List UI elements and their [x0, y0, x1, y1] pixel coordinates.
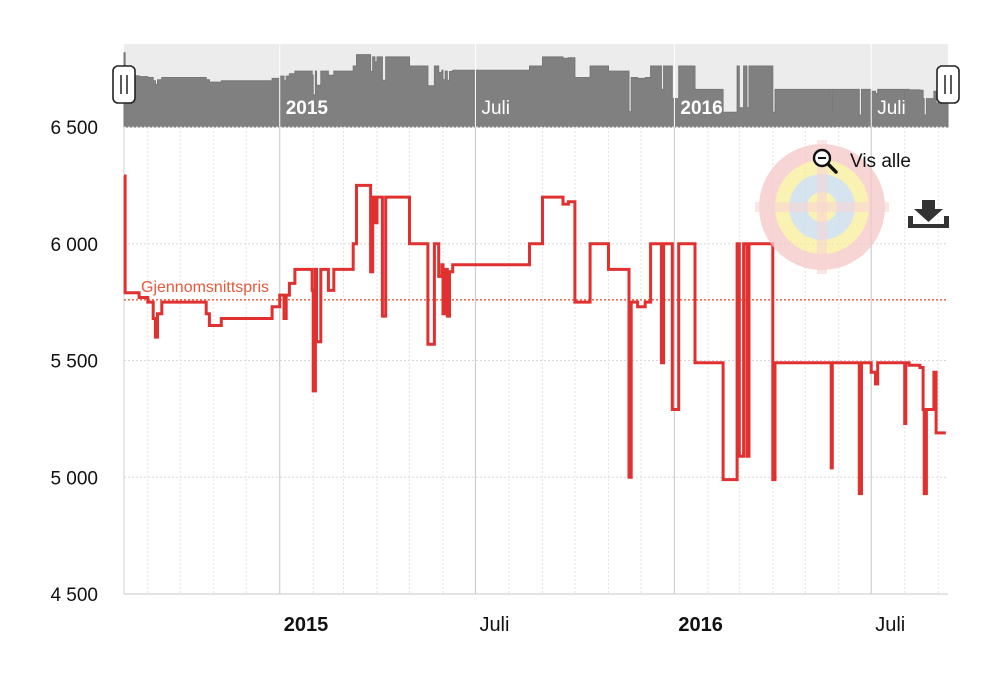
- download-button[interactable]: [908, 200, 949, 228]
- y-tick-label: 5 000: [50, 468, 98, 489]
- x-tick-label: 2015: [284, 614, 329, 636]
- x-tick-label: Juli: [479, 614, 509, 636]
- x-axis: 2015 Juli 2016 Juli: [284, 614, 906, 636]
- y-tick-label: 6 500: [50, 118, 98, 139]
- reset-zoom-button[interactable]: Vis alle: [812, 148, 911, 174]
- y-tick-label: 6 000: [50, 235, 98, 256]
- download-icon: [908, 200, 949, 228]
- navigator-label: Juli: [877, 98, 906, 119]
- y-tick-label: 4 500: [50, 585, 98, 606]
- average-line: Gjennomsnittspris: [124, 279, 948, 301]
- navigator-labels: 2015 Juli 2016 Juli: [286, 98, 906, 119]
- y-tick-label: 5 500: [50, 352, 98, 373]
- navigator-right-handle[interactable]: [936, 65, 960, 104]
- navigator-label: 2015: [286, 98, 329, 119]
- navigator-label: Juli: [481, 98, 510, 119]
- zoom-out-icon: [812, 148, 838, 174]
- price-series: [123, 174, 946, 496]
- navigator-series: [123, 44, 949, 128]
- y-axis: 4 500 5 000 5 500 6 000 6 500: [50, 118, 98, 606]
- x-tick-label: 2016: [678, 614, 723, 636]
- target-watermark-icon: [755, 140, 889, 274]
- average-price-label: Gjennomsnittspris: [141, 279, 269, 296]
- x-tick-label: Juli: [875, 614, 905, 636]
- reset-zoom-label: Vis alle: [850, 151, 911, 172]
- price-line: [123, 174, 946, 496]
- navigator-label: 2016: [680, 98, 722, 119]
- grid: [123, 126, 948, 595]
- navigator-left-handle[interactable]: [112, 65, 136, 104]
- range-navigator[interactable]: 2015 Juli 2016 Juli: [112, 44, 960, 128]
